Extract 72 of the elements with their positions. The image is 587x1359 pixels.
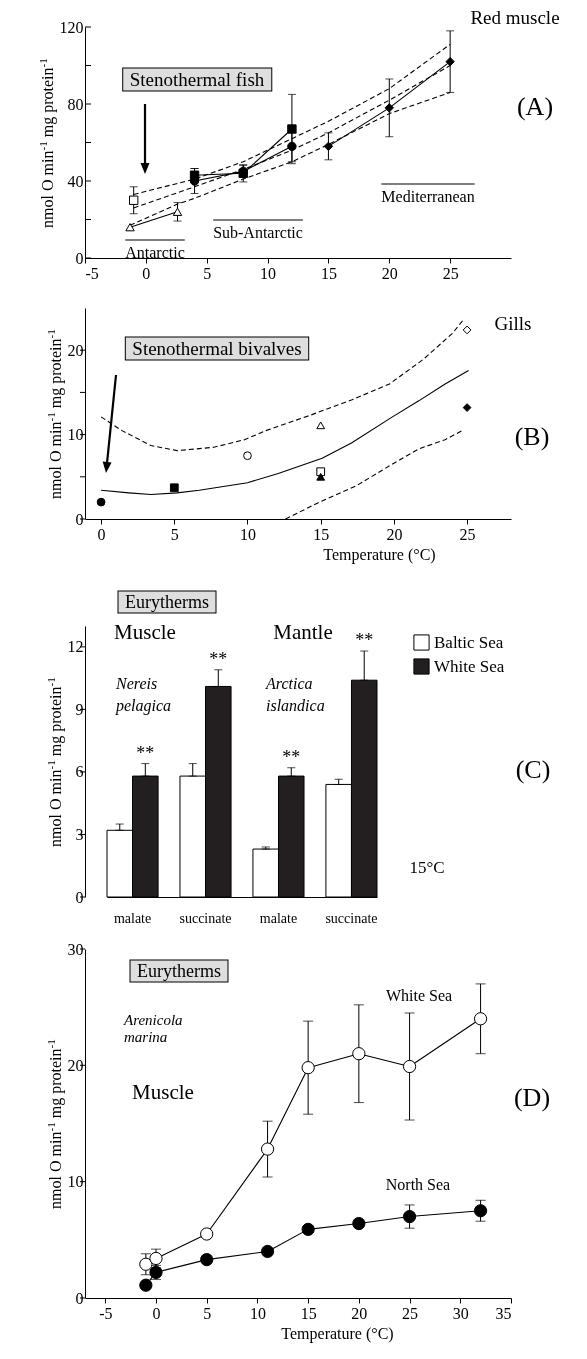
y-tick-label: 6 (75, 763, 84, 781)
y-tick-label: 40 (67, 172, 84, 190)
x-tick-label: 0 (97, 525, 106, 543)
annotation: Red muscle (470, 7, 560, 28)
x-tick-label: 15 (313, 525, 330, 543)
data-label: ** (209, 648, 228, 669)
x-tick-label: 15 (320, 264, 337, 282)
annotation: Gills (494, 313, 532, 334)
annotation: Eurytherms (137, 961, 221, 981)
annotation: Antarctic (125, 244, 185, 261)
x-tick-label: 0 (142, 264, 151, 282)
x-tick-label: 30 (452, 1304, 469, 1322)
legend-label: Baltic Sea (434, 632, 504, 652)
x-tick-label: 5 (203, 264, 212, 282)
x-tick-label: 20 (381, 264, 398, 282)
x-tick-label: 25 (402, 1304, 419, 1322)
x-tick-label: 15 (300, 1304, 317, 1322)
series-label: White Sea (385, 987, 453, 1004)
series-label: North Sea (385, 1176, 451, 1193)
data-label: ** (136, 742, 155, 763)
annotation: Stenothermal fish (129, 69, 265, 90)
x-tick-label: 10 (239, 525, 256, 543)
x-tick-label: 20 (351, 1304, 368, 1322)
annotation: Nereis pelagica (115, 675, 172, 715)
data-label: ** (282, 746, 301, 767)
text: (A) (516, 92, 554, 121)
x-tick-label: 10 (260, 264, 277, 282)
y-tick-label: 0 (75, 888, 84, 906)
y-tick-label: 12 (67, 638, 84, 656)
annotation: Stenothermal bivalves (132, 338, 302, 359)
x-tick-label: malate (259, 910, 298, 926)
annotation: Muscle (114, 620, 176, 644)
y-tick-label: 3 (75, 825, 84, 843)
y-tick-label: 30 (67, 940, 84, 958)
data-label: ** (355, 630, 374, 651)
text: Eurytherms (125, 592, 209, 612)
text: (C) (515, 755, 551, 784)
annotation: Mediterranean (381, 188, 475, 205)
annotation: Sub-Antarctic (213, 224, 303, 241)
x-tick-label: 5 (170, 525, 179, 543)
annotation: Arenicola marina (123, 1012, 183, 1045)
x-tick-label: malate (113, 910, 152, 926)
y-tick-label: 10 (67, 1173, 84, 1191)
y-tick-label: 0 (75, 510, 84, 528)
text: 15°C (409, 858, 445, 877)
y-tick-label: 20 (67, 341, 84, 359)
text: (D) (513, 1083, 551, 1112)
text: (B) (514, 422, 550, 451)
y-tick-label: 9 (75, 700, 84, 718)
x-tick-label: 20 (386, 525, 403, 543)
annotation: Arctica islandica (265, 675, 325, 714)
x-tick-label: succinate (179, 910, 232, 926)
x-tick-label: 0 (152, 1304, 161, 1322)
x-tick-label: 5 (203, 1304, 212, 1322)
annotation: Mantle (273, 620, 333, 644)
y-tick-label: 0 (75, 1289, 84, 1307)
y-tick-label: 80 (67, 95, 84, 113)
y-tick-label: 20 (67, 1056, 84, 1074)
annotation: Muscle (132, 1080, 194, 1104)
x-tick-label: succinate (325, 910, 378, 926)
x-tick-label: -5 (99, 1304, 113, 1322)
y-tick-label: 10 (67, 426, 84, 444)
y-tick-label: 120 (59, 18, 84, 36)
x-axis-title: Temperature (°C) (323, 545, 436, 564)
y-tick-label: 0 (75, 249, 84, 267)
x-tick-label: 35 (495, 1304, 512, 1322)
x-tick-label: 25 (442, 264, 459, 282)
legend-label: White Sea (434, 656, 505, 676)
x-tick-label: 10 (249, 1304, 266, 1322)
x-tick-label: -5 (85, 264, 99, 282)
x-tick-label: 25 (459, 525, 476, 543)
x-axis-title: Temperature (°C) (281, 1324, 394, 1343)
